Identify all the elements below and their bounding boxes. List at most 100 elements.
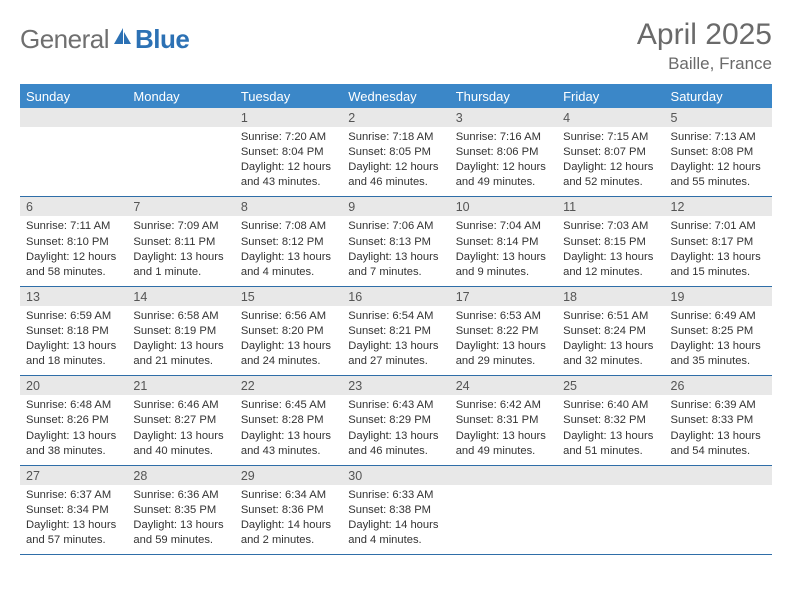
calendar-week: 12345Sunrise: 7:20 AMSunset: 8:04 PMDayl…: [20, 108, 772, 197]
daylight-text: Daylight: 13 hours and 51 minutes.: [563, 429, 658, 459]
sunrise-text: Sunrise: 6:33 AM: [348, 488, 443, 503]
daylight-text: Daylight: 13 hours and 49 minutes.: [456, 429, 551, 459]
date-number: 18: [557, 287, 664, 306]
sunrise-text: Sunrise: 6:36 AM: [133, 488, 228, 503]
sunrise-text: Sunrise: 6:49 AM: [671, 309, 766, 324]
date-number: [450, 466, 557, 485]
daylight-text: Daylight: 13 hours and 15 minutes.: [671, 250, 766, 280]
sunrise-text: Sunrise: 6:59 AM: [26, 309, 121, 324]
day-content-row: Sunrise: 6:37 AMSunset: 8:34 PMDaylight:…: [20, 485, 772, 554]
daylight-text: Daylight: 13 hours and 24 minutes.: [241, 339, 336, 369]
day-cell: Sunrise: 6:39 AMSunset: 8:33 PMDaylight:…: [665, 395, 772, 464]
day-cell: Sunrise: 7:18 AMSunset: 8:05 PMDaylight:…: [342, 127, 449, 196]
sunrise-text: Sunrise: 6:46 AM: [133, 398, 228, 413]
daylight-text: Daylight: 12 hours and 49 minutes.: [456, 160, 551, 190]
day-cell: Sunrise: 7:13 AMSunset: 8:08 PMDaylight:…: [665, 127, 772, 196]
sunset-text: Sunset: 8:21 PM: [348, 324, 443, 339]
sunrise-text: Sunrise: 7:16 AM: [456, 130, 551, 145]
date-number: 2: [342, 108, 449, 127]
date-number: 8: [235, 197, 342, 216]
sunset-text: Sunset: 8:33 PM: [671, 413, 766, 428]
dow-monday: Monday: [127, 84, 234, 108]
date-number: 20: [20, 376, 127, 395]
sunset-text: Sunset: 8:15 PM: [563, 235, 658, 250]
day-cell: [557, 485, 664, 554]
daylight-text: Daylight: 13 hours and 43 minutes.: [241, 429, 336, 459]
sunrise-text: Sunrise: 6:43 AM: [348, 398, 443, 413]
day-cell: [450, 485, 557, 554]
location-label: Baille, France: [637, 54, 772, 74]
sunrise-text: Sunrise: 7:08 AM: [241, 219, 336, 234]
sunset-text: Sunset: 8:28 PM: [241, 413, 336, 428]
date-number: 23: [342, 376, 449, 395]
sunset-text: Sunset: 8:32 PM: [563, 413, 658, 428]
sunset-text: Sunset: 8:08 PM: [671, 145, 766, 160]
date-number: 1: [235, 108, 342, 127]
day-cell: Sunrise: 6:59 AMSunset: 8:18 PMDaylight:…: [20, 306, 127, 375]
sunrise-text: Sunrise: 7:11 AM: [26, 219, 121, 234]
date-number: 14: [127, 287, 234, 306]
day-cell: Sunrise: 6:37 AMSunset: 8:34 PMDaylight:…: [20, 485, 127, 554]
sunrise-text: Sunrise: 7:06 AM: [348, 219, 443, 234]
sunset-text: Sunset: 8:27 PM: [133, 413, 228, 428]
sunrise-text: Sunrise: 6:34 AM: [241, 488, 336, 503]
daylight-text: Daylight: 13 hours and 21 minutes.: [133, 339, 228, 369]
daylight-text: Daylight: 13 hours and 1 minute.: [133, 250, 228, 280]
dow-wednesday: Wednesday: [342, 84, 449, 108]
dow-tuesday: Tuesday: [235, 84, 342, 108]
date-number: 5: [665, 108, 772, 127]
date-number: 27: [20, 466, 127, 485]
day-cell: [20, 127, 127, 196]
date-number: 4: [557, 108, 664, 127]
date-number: 12: [665, 197, 772, 216]
sunset-text: Sunset: 8:10 PM: [26, 235, 121, 250]
sunset-text: Sunset: 8:25 PM: [671, 324, 766, 339]
sunset-text: Sunset: 8:24 PM: [563, 324, 658, 339]
date-number-row: 27282930: [20, 466, 772, 485]
calendar-week: 13141516171819Sunrise: 6:59 AMSunset: 8:…: [20, 287, 772, 376]
daylight-text: Daylight: 12 hours and 52 minutes.: [563, 160, 658, 190]
date-number: 29: [235, 466, 342, 485]
date-number: 13: [20, 287, 127, 306]
date-number: [20, 108, 127, 127]
sunrise-text: Sunrise: 6:39 AM: [671, 398, 766, 413]
daylight-text: Daylight: 12 hours and 58 minutes.: [26, 250, 121, 280]
sunset-text: Sunset: 8:26 PM: [26, 413, 121, 428]
day-cell: [127, 127, 234, 196]
daylight-text: Daylight: 13 hours and 59 minutes.: [133, 518, 228, 548]
day-cell: Sunrise: 7:16 AMSunset: 8:06 PMDaylight:…: [450, 127, 557, 196]
date-number: 6: [20, 197, 127, 216]
day-cell: [665, 485, 772, 554]
sunrise-text: Sunrise: 7:09 AM: [133, 219, 228, 234]
day-cell: Sunrise: 6:43 AMSunset: 8:29 PMDaylight:…: [342, 395, 449, 464]
daylight-text: Daylight: 13 hours and 57 minutes.: [26, 518, 121, 548]
day-cell: Sunrise: 6:49 AMSunset: 8:25 PMDaylight:…: [665, 306, 772, 375]
sunset-text: Sunset: 8:05 PM: [348, 145, 443, 160]
sunset-text: Sunset: 8:17 PM: [671, 235, 766, 250]
day-cell: Sunrise: 7:11 AMSunset: 8:10 PMDaylight:…: [20, 216, 127, 285]
dow-thursday: Thursday: [450, 84, 557, 108]
day-cell: Sunrise: 7:15 AMSunset: 8:07 PMDaylight:…: [557, 127, 664, 196]
date-number: 22: [235, 376, 342, 395]
sunset-text: Sunset: 8:06 PM: [456, 145, 551, 160]
day-content-row: Sunrise: 7:11 AMSunset: 8:10 PMDaylight:…: [20, 216, 772, 285]
sunset-text: Sunset: 8:36 PM: [241, 503, 336, 518]
daylight-text: Daylight: 13 hours and 12 minutes.: [563, 250, 658, 280]
sunrise-text: Sunrise: 7:01 AM: [671, 219, 766, 234]
daylight-text: Daylight: 13 hours and 38 minutes.: [26, 429, 121, 459]
date-number: 28: [127, 466, 234, 485]
daylight-text: Daylight: 13 hours and 54 minutes.: [671, 429, 766, 459]
day-cell: Sunrise: 6:34 AMSunset: 8:36 PMDaylight:…: [235, 485, 342, 554]
daylight-text: Daylight: 13 hours and 9 minutes.: [456, 250, 551, 280]
daylight-text: Daylight: 13 hours and 32 minutes.: [563, 339, 658, 369]
sunrise-text: Sunrise: 6:48 AM: [26, 398, 121, 413]
daylight-text: Daylight: 13 hours and 46 minutes.: [348, 429, 443, 459]
sunset-text: Sunset: 8:34 PM: [26, 503, 121, 518]
title-block: April 2025 Baille, France: [637, 18, 772, 74]
date-number: 21: [127, 376, 234, 395]
daylight-text: Daylight: 13 hours and 29 minutes.: [456, 339, 551, 369]
sunrise-text: Sunrise: 6:53 AM: [456, 309, 551, 324]
daylight-text: Daylight: 13 hours and 27 minutes.: [348, 339, 443, 369]
daylight-text: Daylight: 14 hours and 4 minutes.: [348, 518, 443, 548]
sunrise-text: Sunrise: 6:40 AM: [563, 398, 658, 413]
